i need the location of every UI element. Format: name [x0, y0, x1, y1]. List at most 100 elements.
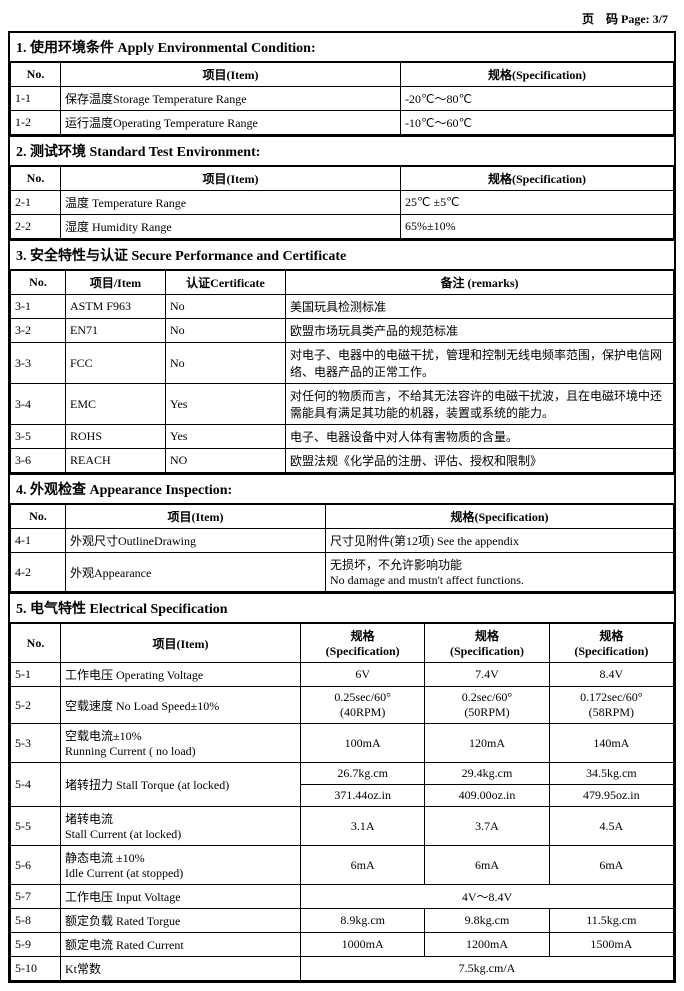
- cell-cert: No: [166, 319, 286, 343]
- cell-remark: 美国玩具检测标准: [286, 295, 674, 319]
- cell-item: 堵转扭力 Stall Torque (at locked): [61, 763, 301, 807]
- cell-no: 5-1: [11, 663, 61, 687]
- cell-remark: 对任何的物质而言，不给其无法容许的电磁干扰波，且在电磁环境中还需能具有满足其功能…: [286, 384, 674, 425]
- cell-s3: 0.172sec/60° (58RPM): [549, 687, 673, 724]
- cell-s1: 8.9kg.cm: [301, 909, 425, 933]
- col-item: 项目(Item): [61, 63, 401, 87]
- cell-cert: No: [166, 295, 286, 319]
- cell-spec: 25℃ ±5℃: [401, 191, 674, 215]
- table-header-row: No. 项目(Item) 规格(Specification): [11, 167, 674, 191]
- cell-span: 4V～8.4V: [301, 885, 674, 909]
- section-2-title: 2. 测试环境 Standard Test Environment:: [10, 137, 674, 166]
- col-no: No.: [11, 167, 61, 191]
- section-2-table: No. 项目(Item) 规格(Specification) 2-1 温度 Te…: [10, 166, 674, 239]
- cell-remark: 欧盟法规《化学品的注册、评估、授权和限制》: [286, 449, 674, 473]
- cell-item: EMC: [66, 384, 166, 425]
- cell-item: FCC: [66, 343, 166, 384]
- cell-s3: 11.5kg.cm: [549, 909, 673, 933]
- cell-spec: -10℃～60℃: [401, 111, 674, 135]
- table-row: 5-5堵转电流 Stall Current (at locked)3.1A3.7…: [11, 807, 674, 846]
- cell-spec: 无损坏，不允许影响功能 No damage and mustn't affect…: [326, 553, 674, 592]
- cell-item: 保存温度Storage Temperature Range: [61, 87, 401, 111]
- section-3-table: No. 项目/Item 认证Certificate 备注 (remarks) 3…: [10, 270, 674, 473]
- cell-no: 1-1: [11, 87, 61, 111]
- cell-no: 5-6: [11, 846, 61, 885]
- col-remark: 备注 (remarks): [286, 271, 674, 295]
- table-row: 1-1 保存温度Storage Temperature Range -20℃～8…: [11, 87, 674, 111]
- table-header-row: No. 项目(Item) 规格(Specification): [11, 63, 674, 87]
- section-2: 2. 测试环境 Standard Test Environment: No. 项…: [8, 137, 676, 241]
- cell-item: 工作电压 Input Voltage: [61, 885, 301, 909]
- cell-s3: 6mA: [549, 846, 673, 885]
- table-row: 5-4堵转扭力 Stall Torque (at locked)26.7kg.c…: [11, 763, 674, 785]
- cell-item: 外观Appearance: [66, 553, 326, 592]
- cell-cert: Yes: [166, 425, 286, 449]
- section-3-title: 3. 安全特性与认证 Secure Performance and Certif…: [10, 241, 674, 270]
- cell-no: 5-8: [11, 909, 61, 933]
- cell-no: 3-4: [11, 384, 66, 425]
- table-row: 5-2空载速度 No Load Speed±10%0.25sec/60° (40…: [11, 687, 674, 724]
- cell-s1: 26.7kg.cm: [301, 763, 425, 785]
- cell-s1: 6V: [301, 663, 425, 687]
- section-3: 3. 安全特性与认证 Secure Performance and Certif…: [8, 241, 676, 475]
- section-5-title: 5. 电气特性 Electrical Specification: [10, 594, 674, 623]
- section-4: 4. 外观检查 Appearance Inspection: No. 项目(It…: [8, 475, 676, 594]
- table-row: 2-2 湿度 Humidity Range 65%±10%: [11, 215, 674, 239]
- section-4-table: No. 项目(Item) 规格(Specification) 4-1外观尺寸Ou…: [10, 504, 674, 592]
- table-row: 3-4EMCYes对任何的物质而言，不给其无法容许的电磁干扰波，且在电磁环境中还…: [11, 384, 674, 425]
- cell-no: 1-2: [11, 111, 61, 135]
- cell-item: 堵转电流 Stall Current (at locked): [61, 807, 301, 846]
- table-row: 5-7工作电压 Input Voltage4V～8.4V: [11, 885, 674, 909]
- col-no: No.: [11, 271, 66, 295]
- cell-no: 3-6: [11, 449, 66, 473]
- col-no: No.: [11, 624, 61, 663]
- table-row: 3-3FCCNo对电子、电器中的电磁干扰，管理和控制无线电频率范围，保护电信网络…: [11, 343, 674, 384]
- table-row: 1-2 运行温度Operating Temperature Range -10℃…: [11, 111, 674, 135]
- cell-no: 3-1: [11, 295, 66, 319]
- cell-s1: 371.44oz.in: [301, 785, 425, 807]
- cell-item: EN71: [66, 319, 166, 343]
- cell-no: 5-2: [11, 687, 61, 724]
- cell-cert: NO: [166, 449, 286, 473]
- cell-no: 2-2: [11, 215, 61, 239]
- cell-item: 温度 Temperature Range: [61, 191, 401, 215]
- section-4-title: 4. 外观检查 Appearance Inspection:: [10, 475, 674, 504]
- table-header-row: No. 项目(Item) 规格 (Specification) 规格 (Spec…: [11, 624, 674, 663]
- cell-no: 4-2: [11, 553, 66, 592]
- cell-item: ASTM F963: [66, 295, 166, 319]
- cell-s3: 140mA: [549, 724, 673, 763]
- cell-remark: 对电子、电器中的电磁干扰，管理和控制无线电频率范围，保护电信网络、电器产品的正常…: [286, 343, 674, 384]
- col-no: No.: [11, 505, 66, 529]
- table-row: 3-1ASTM F963No美国玩具检测标准: [11, 295, 674, 319]
- table-row: 3-6REACHNO欧盟法规《化学品的注册、评估、授权和限制》: [11, 449, 674, 473]
- cell-cert: No: [166, 343, 286, 384]
- cell-s1: 0.25sec/60° (40RPM): [301, 687, 425, 724]
- table-header-row: No. 项目/Item 认证Certificate 备注 (remarks): [11, 271, 674, 295]
- cell-s2: 9.8kg.cm: [425, 909, 549, 933]
- cell-s1: 1000mA: [301, 933, 425, 957]
- cell-item: 工作电压 Operating Voltage: [61, 663, 301, 687]
- table-row: 4-1外观尺寸OutlineDrawing尺寸见附件(第12项) See the…: [11, 529, 674, 553]
- table-row: 4-2外观Appearance无损坏，不允许影响功能 No damage and…: [11, 553, 674, 592]
- col-cert: 认证Certificate: [166, 271, 286, 295]
- cell-item: 湿度 Humidity Range: [61, 215, 401, 239]
- table-row: 3-5ROHSYes电子、电器设备中对人体有害物质的含量。: [11, 425, 674, 449]
- cell-s2: 7.4V: [425, 663, 549, 687]
- cell-no: 4-1: [11, 529, 66, 553]
- cell-no: 3-5: [11, 425, 66, 449]
- table-row: 5-9额定电流 Rated Current1000mA1200mA1500mA: [11, 933, 674, 957]
- cell-item: ROHS: [66, 425, 166, 449]
- cell-no: 5-4: [11, 763, 61, 807]
- section-5: 5. 电气特性 Electrical Specification No. 项目(…: [8, 594, 676, 983]
- cell-item: 额定负载 Rated Torgue: [61, 909, 301, 933]
- cell-s2: 409.00oz.in: [425, 785, 549, 807]
- col-no: No.: [11, 63, 61, 87]
- cell-s2: 1200mA: [425, 933, 549, 957]
- cell-s2: 29.4kg.cm: [425, 763, 549, 785]
- table-row: 5-1工作电压 Operating Voltage6V7.4V8.4V: [11, 663, 674, 687]
- cell-s1: 6mA: [301, 846, 425, 885]
- cell-spec: 65%±10%: [401, 215, 674, 239]
- cell-item: 空载电流±10% Running Current ( no load): [61, 724, 301, 763]
- cell-remark: 电子、电器设备中对人体有害物质的含量。: [286, 425, 674, 449]
- table-header-row: No. 项目(Item) 规格(Specification): [11, 505, 674, 529]
